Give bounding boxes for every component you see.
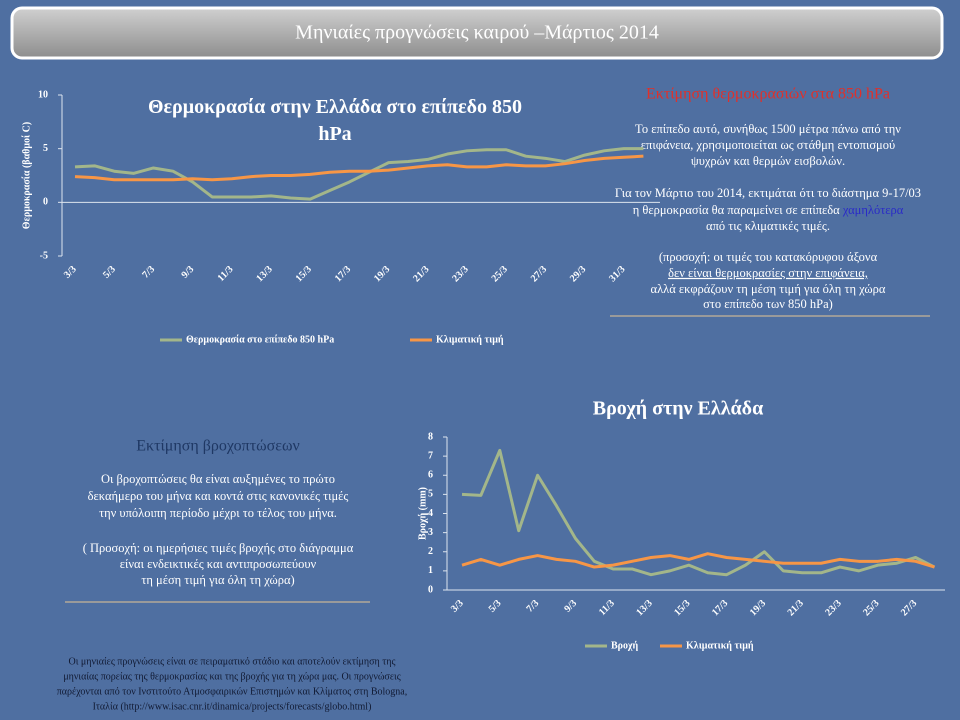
y-tick-label: -5 [40,250,48,261]
series-line [74,147,644,201]
note-line: επιφάνεια, χρησιμοποιείται ως στάθμη εντ… [641,138,895,152]
x-tick-label: 9/3 [562,598,579,615]
legend-label: Κλιματική τιμή [436,333,504,345]
note-line: η θερμοκρασία θα παραμείνει σε επίπεδα χ… [633,203,904,217]
x-tick-label: 31/3 [607,264,627,284]
y-tick-label: 1 [428,565,433,576]
note-line: Για τον Μάρτιο του 2014, εκτιμάται ότι τ… [615,186,921,200]
y-tick-label: 4 [428,508,433,519]
legend-label: Κλιματική τιμή [686,639,754,651]
x-tick-label: 5/3 [487,598,504,615]
x-tick-label: 5/3 [101,264,118,281]
temp-heading: Εκτίμηση θερμοκρασιών στα 850 hPa [646,86,890,103]
note-line: από τις κλιματικές τιμές. [706,219,830,233]
y-axis-label: Βροχή (mm) [416,487,428,540]
y-tick-label: 2 [428,546,433,557]
x-tick-label: 13/3 [254,264,274,284]
x-tick-label: 21/3 [786,598,806,618]
note-line: δεν είναι θερμοκρασίες στην επιφάνεια, [668,266,868,280]
x-tick-label: 7/3 [525,598,542,615]
x-tick-label: 19/3 [372,264,392,284]
x-tick-label: 7/3 [140,264,157,281]
note-line: στο επίπεδο των 850 hPa) [703,297,833,311]
x-tick-label: 25/3 [861,598,881,618]
chart-title: Θερμοκρασία στην Ελλάδα στο επίπεδο 850 h… [148,96,522,145]
note-line: δεκαήμερο του μήνα και κοντά στις κανονι… [88,489,349,503]
legend-label: Θερμοκρασία στο επίπεδο 850 hPa [186,334,334,345]
footer-line: παρέχονται από τον Ινστιτούτο Ατμοσφαιρι… [57,686,408,697]
title-bar [10,6,944,60]
x-tick-label: 27/3 [899,598,919,618]
slide-title: Μηνιαίες προγνώσεις καιρού –Μάρτιος 2014 [295,22,659,44]
note-line: Οι βροχοπτώσεις θα είναι αυξημένες το πρ… [101,472,335,486]
y-tick-label: 0 [43,197,48,208]
x-tick-label: 17/3 [333,264,353,284]
y-tick-label: 0 [428,584,433,595]
rain-heading: Εκτίμηση βροχοπτώσεων [136,438,300,455]
y-tick-label: 3 [428,527,433,538]
y-tick-label: 5 [428,489,433,500]
x-tick-label: 23/3 [823,598,843,618]
x-tick-label: 11/3 [216,264,236,284]
y-tick-label: 10 [38,89,48,100]
series-line [461,552,935,569]
x-tick-label: 3/3 [62,264,79,281]
note-line: Το επίπεδο αυτό, συνήθως 1500 μέτρα πάνω… [635,122,901,136]
title-part: Θερμοκρασία στην Ελλάδα στο επίπεδο 850 [148,96,522,118]
note-line: ψυχρών και θερμών εισβολών. [691,154,845,168]
x-tick-label: 19/3 [748,598,768,618]
legend-label: Βροχή [611,639,639,651]
note-part: η θερμοκρασία θα παραμείνει σε επίπεδα [633,203,840,217]
y-tick-label: 7 [428,450,433,461]
footer-line: μηνιαίας πορείας της θερμοκρασίας και τη… [63,671,400,682]
x-tick-label: 29/3 [568,264,588,284]
note-line: τη μέση τιμή για όλη τη χώρα) [141,573,294,587]
chart-title: Βροχή στην Ελλάδα [593,398,763,420]
x-tick-label: 21/3 [411,264,431,284]
series-line [74,154,644,182]
title-part: hPa [318,123,351,145]
y-tick-label: 8 [428,431,433,442]
y-axis-label: Θερμοκρασία (βαθμοί C) [21,122,32,229]
x-tick-label: 25/3 [490,264,510,284]
x-tick-label: 3/3 [449,598,466,615]
x-tick-label: 11/3 [597,598,617,618]
x-tick-label: 15/3 [672,598,692,618]
note-line: ( Προσοχή: οι ημερήσιες τιμές βροχής στο… [83,541,354,555]
x-tick-label: 23/3 [450,264,470,284]
note-line: την υπόλοιπη περίοδο μέχρι το τέλος του … [99,506,337,520]
series-line [461,448,936,577]
note-line: αλλά εκφράζουν τη μέση τιμή για όλη τη χ… [651,282,886,296]
x-tick-label: 13/3 [634,598,654,618]
x-tick-label: 17/3 [710,598,730,618]
highlight: χαμηλότερα [842,203,904,217]
footer-line: Οι μηνιαίες προγνώσεις είναι σε πειραματ… [69,656,396,667]
footer-line: Ιταλία (http://www.isac.cnr.it/dinamica/… [93,701,372,712]
x-tick-label: 27/3 [529,264,549,284]
note-line: είναι ενδεικτικές και αντιπροσωπεύουν [120,557,317,571]
note-line: (προσοχή: οι τιμές του κατακόρυφου άξονα [659,250,878,264]
y-tick-label: 5 [43,143,48,154]
x-tick-label: 9/3 [180,264,197,281]
y-tick-label: 6 [428,470,433,481]
x-tick-label: 15/3 [294,264,314,284]
